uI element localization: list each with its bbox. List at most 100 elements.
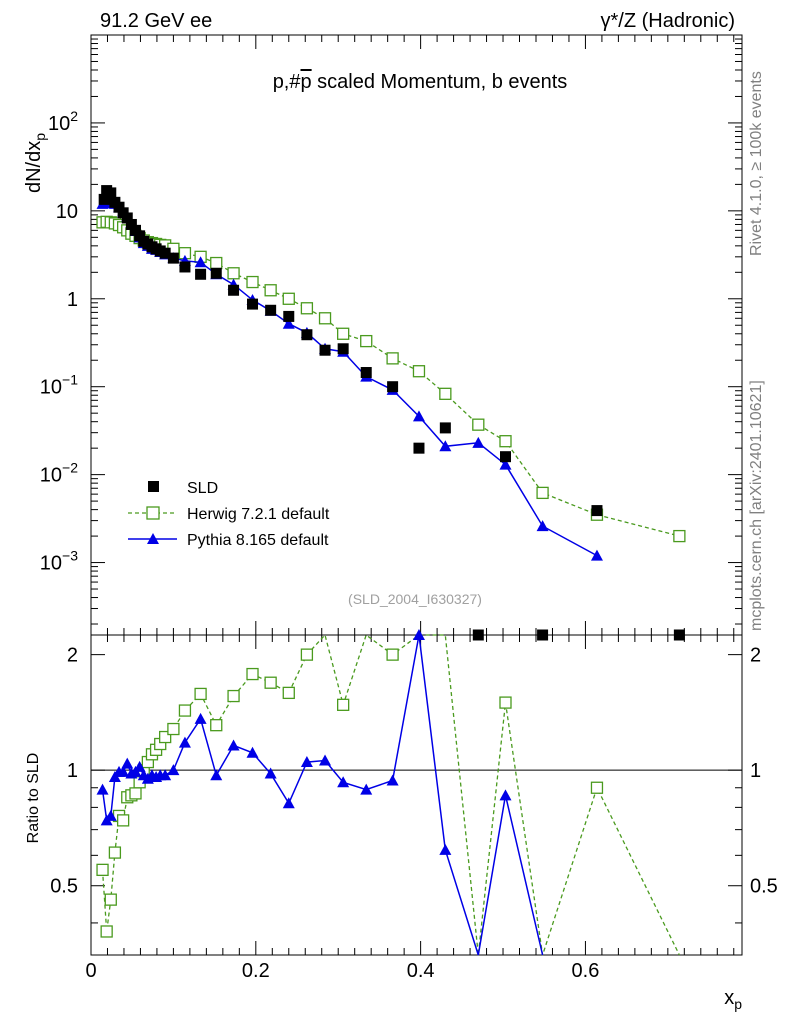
- ratio-pythia-point: [282, 797, 295, 809]
- ratio-herwig-point: [386, 648, 399, 661]
- ratio-herwig-point: [116, 814, 130, 827]
- ratio-series: [96, 629, 680, 956]
- ratio-plot-frame: [90, 634, 743, 956]
- ratio-pythia-point: [121, 757, 134, 769]
- main-herwig-point: [246, 275, 259, 289]
- main-sld-point: [134, 230, 146, 242]
- main-sld-point: [105, 187, 117, 199]
- ratio-herwig-point: [100, 925, 113, 938]
- main-pythia-point: [499, 458, 512, 470]
- main-herwig-point: [264, 284, 277, 297]
- ratio-herwig-point: [104, 893, 117, 906]
- ratio-pythia-point: [117, 765, 130, 777]
- main-pythia-point: [590, 549, 603, 561]
- ratio-pythia-point: [337, 776, 350, 788]
- ratio-herwig-point: [337, 698, 350, 711]
- plot-title: p,#p scaled Momentum, b events: [273, 71, 568, 93]
- ratio-herwig-point: [300, 648, 314, 661]
- main-sld-point: [179, 261, 191, 273]
- ratio-pythia-point: [319, 754, 332, 766]
- ratio-herwig-point: [590, 781, 604, 794]
- ratio-herwig-point: [282, 686, 295, 700]
- legend: SLD Herwig 7.2.1 default Pythia 8.165 de…: [128, 480, 330, 549]
- y-tick-label: 1: [67, 289, 78, 311]
- main-herwig-point: [360, 334, 373, 348]
- ratio-y-tick-label-right: 1: [750, 760, 761, 782]
- main-pythia-point: [472, 436, 485, 448]
- main-sld-point: [301, 329, 313, 341]
- process-label: γ*/Z (Hadronic): [601, 10, 735, 32]
- main-herwig-point: [412, 365, 426, 378]
- ratio-pythia-point: [104, 809, 117, 821]
- main-sld-point: [98, 193, 110, 205]
- ratio-herwig-point: [227, 689, 240, 703]
- main-sld-point: [167, 252, 179, 264]
- y-tick-label: 10−1: [40, 372, 78, 399]
- x-tick-label: 0: [85, 960, 96, 982]
- ratio-pythia-point: [194, 712, 207, 724]
- main-herwig-point: [673, 529, 686, 543]
- main-sld-point: [537, 629, 549, 641]
- main-pythia-point: [412, 410, 425, 422]
- legend-label-pythia: Pythia 8.165 default: [187, 532, 329, 549]
- ratio-y-tick-label: 1: [67, 760, 78, 782]
- ratio-pythia-line: [101, 634, 544, 956]
- legend-label-herwig: Herwig 7.2.1 default: [187, 506, 330, 523]
- legend-marker-herwig: [146, 506, 160, 520]
- main-herwig-point: [472, 418, 485, 431]
- ratio-pythia-point: [246, 746, 259, 758]
- x-tick-label: 0.4: [407, 960, 435, 982]
- ratio-pythia-point: [96, 783, 109, 795]
- main-sld-point: [265, 304, 277, 316]
- main-sld-point: [673, 629, 685, 641]
- ratio-pythia-point: [210, 769, 223, 781]
- ratio-herwig-point: [194, 687, 207, 701]
- main-axis-ticks: 102 10 1 10−1 10−2 10−3: [40, 34, 742, 635]
- main-sld-point: [472, 629, 484, 641]
- main-pythia-point: [536, 520, 549, 532]
- y-tick-label: 10−3: [40, 548, 78, 575]
- main-sld-point: [210, 267, 222, 279]
- ratio-herwig-point: [246, 667, 259, 681]
- main-sld-point: [591, 505, 603, 517]
- main-sld-point: [387, 381, 399, 393]
- main-sld-point: [228, 284, 240, 296]
- ratio-herwig-point: [129, 787, 142, 800]
- energy-label: 91.2 GeV ee: [100, 10, 212, 32]
- ratio-pythia-point: [360, 783, 373, 795]
- main-herwig-point: [337, 327, 350, 340]
- legend-marker-pythia: [147, 533, 159, 544]
- ratio-herwig-point: [178, 704, 192, 717]
- main-herwig-point: [210, 256, 223, 270]
- ratio-y-tick-label-right: 0.5: [750, 876, 778, 898]
- x-tick-label: 0.2: [242, 960, 270, 982]
- ratio-herwig-point: [167, 722, 180, 736]
- main-herwig-point: [282, 292, 295, 305]
- y-tick-label: 10−2: [40, 460, 78, 487]
- main-pythia-point: [282, 317, 295, 329]
- main-sld-point: [121, 212, 133, 224]
- legend-marker-sld: [148, 481, 159, 492]
- main-pythia-point: [439, 440, 452, 452]
- y-tick-label: 102: [48, 108, 78, 135]
- ratio-y-tick-label: 2: [67, 645, 78, 667]
- ratio-herwig-point: [264, 676, 277, 689]
- main-sld-point: [113, 201, 125, 213]
- ratio-pythia-point: [178, 736, 191, 748]
- main-sld-point: [283, 310, 295, 322]
- x-tick-label: 0.6: [572, 960, 600, 982]
- ratio-herwig-point: [96, 863, 109, 876]
- ratio-pythia-point: [412, 629, 425, 640]
- main-herwig-point: [318, 312, 332, 325]
- main-sld-point: [439, 422, 451, 434]
- ratio-pythia-point: [300, 756, 313, 768]
- ratio-y-tick-label-right: 2: [750, 645, 761, 667]
- ratio-axis-ticks: 0 0.2 0.4 0.6 0.5 0.5 1 1 2 2: [50, 635, 778, 982]
- main-herwig-point: [439, 387, 452, 400]
- main-pythia-point: [194, 256, 207, 268]
- ratio-herwig-point: [108, 846, 122, 859]
- main-sld-point: [125, 218, 137, 230]
- ratio-pythia-point: [133, 760, 146, 772]
- main-herwig-point: [227, 267, 240, 280]
